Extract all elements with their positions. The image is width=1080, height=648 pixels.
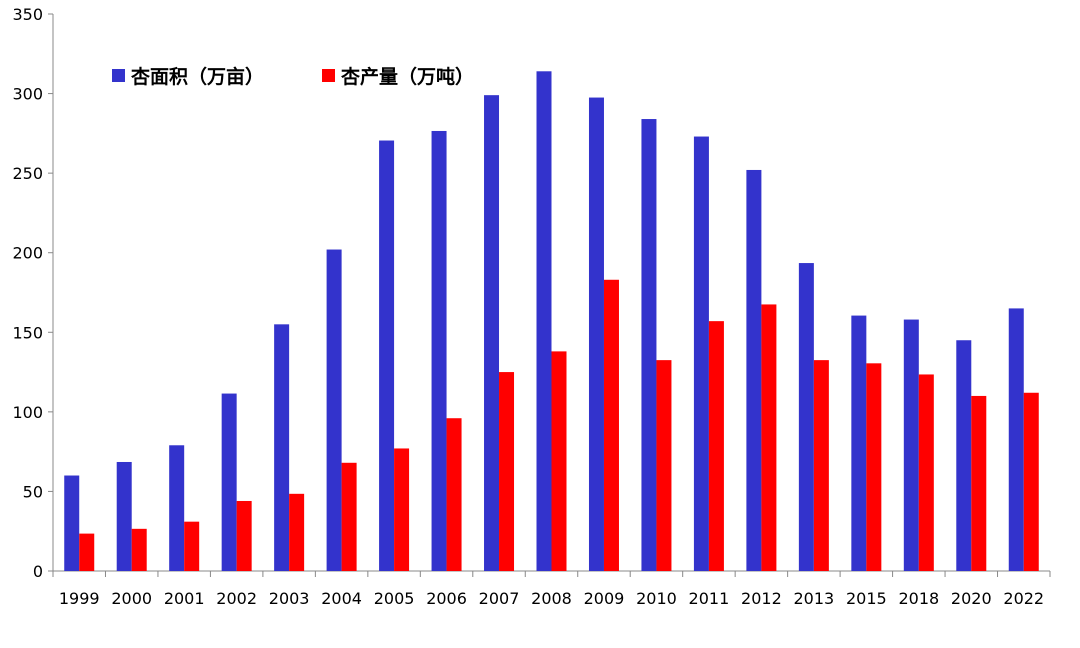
x-tick-label: 2018 (898, 589, 939, 608)
bar-yield (289, 493, 305, 571)
bar-yield (446, 418, 462, 571)
axes: 0 50 100 150 200 250 300 350 1999 2000 2001 2002 200… (12, 5, 1051, 608)
y-tick-label: 100 (12, 403, 43, 422)
x-tick-label: 2003 (269, 589, 310, 608)
bar-yield (551, 351, 567, 571)
bar-area (326, 249, 342, 571)
bar-yield (761, 304, 777, 571)
x-tick-label: 2006 (426, 589, 467, 608)
x-tick-label: 2011 (689, 589, 730, 608)
bar-area (536, 71, 552, 571)
x-tick-label: 2000 (111, 589, 152, 608)
x-tick-label: 2020 (951, 589, 992, 608)
x-tick-label: 2007 (479, 589, 520, 608)
bar-yield (236, 500, 252, 571)
bar-area (169, 445, 185, 571)
bar-yield (918, 374, 934, 571)
bar-yield (394, 448, 410, 571)
x-tick-label: 2013 (794, 589, 835, 608)
bar-area (798, 263, 814, 571)
legend-entry-yield: 杏产量（万吨） (322, 65, 474, 88)
bar-area (431, 130, 447, 571)
bar-area (1008, 308, 1024, 571)
bar-area (851, 315, 867, 571)
bar-yield (341, 462, 357, 571)
bar-area (221, 393, 237, 571)
x-tick-label: 2004 (321, 589, 362, 608)
y-tick-label: 350 (12, 5, 43, 24)
bar-area (903, 319, 919, 571)
x-tick-label: 2010 (636, 589, 677, 608)
x-tick-label: 2005 (374, 589, 415, 608)
legend: 杏面积（万亩） 杏产量（万吨） (112, 65, 474, 88)
bar-area (379, 140, 395, 572)
y-tick-label: 50 (23, 482, 43, 501)
bar-area (116, 461, 132, 571)
y-tick-label: 150 (12, 323, 43, 342)
bar-area (746, 169, 762, 571)
x-tick-label: 2022 (1003, 589, 1044, 608)
bar-yield (1023, 392, 1039, 571)
bar-area (588, 97, 604, 572)
legend-label-yield: 杏产量（万吨） (340, 65, 474, 88)
bar-yield (708, 321, 724, 571)
bar-yield (499, 372, 515, 571)
y-tick-label: 200 (12, 244, 43, 263)
bar-area (274, 324, 290, 571)
bar-area (64, 475, 80, 571)
bar-yield (813, 360, 829, 571)
bar-yield (866, 363, 882, 571)
x-tick-label: 2008 (531, 589, 572, 608)
bar-yield (971, 395, 987, 571)
bar-area (693, 136, 709, 572)
legend-label-area: 杏面积（万亩） (130, 65, 264, 88)
bar-yield (656, 360, 672, 571)
y-tick-label: 250 (12, 164, 43, 183)
bar-area (484, 95, 500, 572)
y-tick-label: 300 (12, 85, 43, 104)
bar-area (956, 340, 972, 571)
x-tick-label: 2001 (164, 589, 205, 608)
x-tick-label: 2015 (846, 589, 887, 608)
legend-swatch-area (112, 69, 125, 82)
bar-yield (603, 279, 619, 571)
bar-yield (79, 533, 95, 571)
legend-entry-area: 杏面积（万亩） (112, 65, 264, 88)
x-tick-label: 2002 (216, 589, 257, 608)
bar-yield (131, 528, 147, 571)
x-tick-label: 2012 (741, 589, 782, 608)
x-tick-label: 1999 (59, 589, 100, 608)
bars (64, 71, 1039, 572)
bar-area (641, 119, 657, 571)
bar-yield (184, 521, 200, 571)
legend-swatch-yield (322, 69, 335, 82)
x-tick-label: 2009 (584, 589, 625, 608)
y-tick-label: 0 (33, 562, 43, 581)
